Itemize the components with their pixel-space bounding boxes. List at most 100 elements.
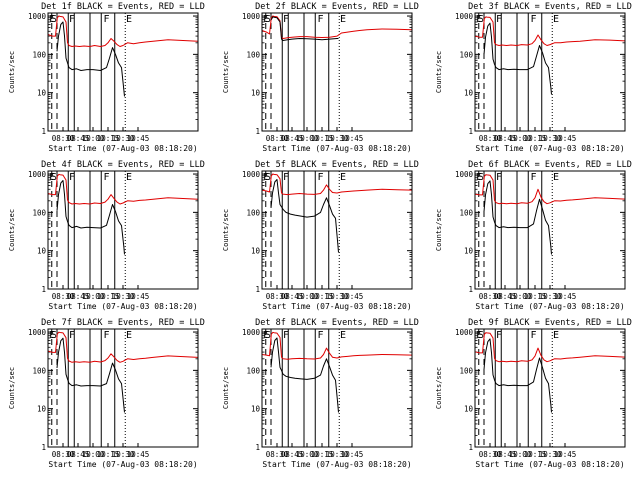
x-tick-label: 10:30 bbox=[539, 450, 562, 459]
events-series-line bbox=[483, 338, 552, 413]
mode-label: F bbox=[283, 14, 289, 25]
x-tick-label: 10:30 bbox=[112, 450, 135, 459]
mode-label: F bbox=[283, 172, 289, 183]
plot-frame bbox=[474, 170, 626, 290]
detector-panel-7: Det 7f BLACK = Events, RED = LLD Counts/s… bbox=[8, 318, 205, 469]
mode-label: F bbox=[69, 330, 75, 341]
y-tick-label: 1000 bbox=[455, 328, 474, 337]
mode-label: E bbox=[126, 14, 132, 25]
x-axis-label: Start Time (07-Aug-03 08:18:20) bbox=[262, 144, 411, 153]
x-axis-label: Start Time (07-Aug-03 08:18:20) bbox=[262, 460, 411, 469]
lld-series-line bbox=[474, 332, 626, 363]
events-series-line bbox=[270, 337, 339, 413]
x-tick-label: 08:45 bbox=[67, 450, 90, 459]
y-axis-label: Counts/sec bbox=[435, 209, 443, 251]
lld-series-line bbox=[261, 331, 413, 360]
mode-label: F bbox=[69, 172, 75, 183]
events-series-line bbox=[483, 22, 552, 95]
plot-frame bbox=[261, 328, 413, 448]
plot-frame bbox=[474, 328, 626, 448]
panel-title: Det 3f BLACK = Events, RED = LLD bbox=[468, 2, 632, 12]
mode-label: F bbox=[496, 14, 502, 25]
y-tick-label: 100 bbox=[32, 208, 46, 217]
mode-label: E bbox=[49, 330, 55, 341]
mode-label: S bbox=[51, 172, 57, 183]
panel-title: Det 9f BLACK = Events, RED = LLD bbox=[468, 318, 632, 328]
x-tick-label: 08:45 bbox=[281, 134, 304, 143]
x-tick-label: 08:30 bbox=[266, 292, 289, 301]
y-tick-label: 1 bbox=[41, 285, 46, 294]
x-tick-label: 08:45 bbox=[281, 450, 304, 459]
detector-panel-4: Det 4f BLACK = Events, RED = LLD Counts/s… bbox=[8, 160, 205, 311]
mode-label: E bbox=[126, 330, 132, 341]
detector-panel-5: Det 5f BLACK = Events, RED = LLD Counts/s… bbox=[222, 160, 419, 311]
detector-panel-1: Det 1f BLACK = Events, RED = LLD Counts/s… bbox=[8, 2, 205, 153]
y-tick-label: 1000 bbox=[28, 170, 47, 179]
x-tick-label: 08:30 bbox=[266, 134, 289, 143]
y-tick-label: 1 bbox=[468, 443, 473, 452]
y-tick-label: 10 bbox=[251, 405, 261, 414]
x-axis-label: Start Time (07-Aug-03 08:18:20) bbox=[475, 302, 624, 311]
x-tick-label: 08:45 bbox=[494, 292, 517, 301]
x-tick-label: 10:15 bbox=[97, 292, 120, 301]
x-tick-label: 10:45 bbox=[554, 450, 577, 459]
mode-label: F bbox=[496, 172, 502, 183]
x-tick-label: 10:30 bbox=[112, 134, 135, 143]
events-series-line bbox=[270, 179, 339, 253]
events-series-line bbox=[483, 180, 552, 255]
x-tick-label: 08:45 bbox=[67, 292, 90, 301]
panel-title: Det 6f BLACK = Events, RED = LLD bbox=[468, 160, 632, 170]
x-tick-label: 10:45 bbox=[341, 292, 364, 301]
y-tick-label: 1000 bbox=[242, 170, 261, 179]
y-axis-label: Counts/sec bbox=[222, 209, 230, 251]
y-tick-label: 1000 bbox=[28, 12, 47, 21]
lld-series-line bbox=[261, 15, 413, 39]
mode-label: E bbox=[49, 14, 55, 25]
events-series-line bbox=[56, 337, 125, 413]
mode-label: S bbox=[478, 14, 484, 25]
y-axis-label: Counts/sec bbox=[222, 51, 230, 93]
mode-label: E bbox=[553, 14, 559, 25]
mode-label: E bbox=[263, 172, 269, 183]
plot-frame bbox=[261, 170, 413, 290]
mode-label: F bbox=[531, 14, 537, 25]
lld-series-line bbox=[47, 15, 199, 47]
y-tick-label: 10 bbox=[37, 247, 47, 256]
mode-label: E bbox=[340, 14, 346, 25]
x-tick-label: 10:45 bbox=[554, 292, 577, 301]
panel-title: Det 4f BLACK = Events, RED = LLD bbox=[41, 160, 205, 170]
y-tick-label: 10 bbox=[464, 89, 474, 98]
plot-frame bbox=[474, 12, 626, 132]
mode-label: E bbox=[476, 330, 482, 341]
x-tick-label: 08:30 bbox=[52, 134, 75, 143]
events-series-line bbox=[56, 180, 125, 255]
mode-label: E bbox=[263, 330, 269, 341]
y-tick-label: 100 bbox=[32, 50, 46, 59]
x-axis-label: Start Time (07-Aug-03 08:18:20) bbox=[48, 302, 197, 311]
y-tick-label: 1 bbox=[255, 127, 260, 136]
x-tick-label: 10:15 bbox=[311, 292, 334, 301]
panel-title: Det 7f BLACK = Events, RED = LLD bbox=[41, 318, 205, 328]
x-tick-label: 10:45 bbox=[127, 292, 150, 301]
x-tick-label: 10:15 bbox=[97, 134, 120, 143]
lld-series-line bbox=[47, 173, 199, 205]
lld-series-line bbox=[474, 16, 626, 46]
events-series-line bbox=[56, 21, 125, 97]
mode-label: E bbox=[126, 172, 132, 183]
mode-label: S bbox=[265, 330, 271, 341]
x-tick-label: 10:00 bbox=[82, 292, 105, 301]
x-tick-label: 10:00 bbox=[296, 134, 319, 143]
detector-panel-3: Det 3f BLACK = Events, RED = LLD Counts/s… bbox=[435, 2, 632, 153]
x-tick-label: 10:15 bbox=[311, 134, 334, 143]
x-tick-label: 10:15 bbox=[524, 292, 547, 301]
mode-label: F bbox=[496, 330, 502, 341]
x-tick-label: 08:45 bbox=[494, 450, 517, 459]
x-tick-label: 08:30 bbox=[52, 450, 75, 459]
x-tick-label: 08:30 bbox=[479, 292, 502, 301]
x-tick-label: 10:00 bbox=[509, 134, 532, 143]
mode-label: E bbox=[476, 172, 482, 183]
mode-label: E bbox=[553, 172, 559, 183]
y-tick-label: 1000 bbox=[28, 328, 47, 337]
y-tick-label: 100 bbox=[246, 208, 260, 217]
plot-frame bbox=[47, 12, 199, 132]
